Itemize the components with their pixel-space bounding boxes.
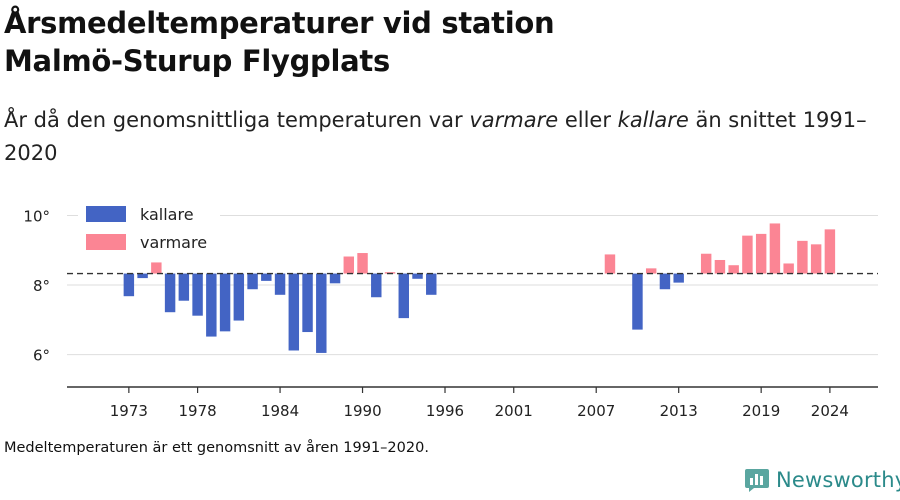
y-tick-label: 10°: [23, 207, 50, 225]
newsworthy-logo-icon: [745, 469, 769, 492]
bar-1984: [274, 273, 286, 295]
bar-1973: [123, 273, 135, 297]
y-tick-label: 8°: [33, 277, 50, 295]
bar-2015: [700, 253, 712, 274]
bar-2013: [673, 273, 684, 283]
bar-2023: [810, 244, 822, 274]
legend: kallare varmare: [78, 198, 220, 260]
brand: Newsworthy: [744, 467, 900, 493]
subtitle-warm: varmare: [469, 108, 559, 132]
bar-1991: [371, 273, 382, 298]
x-tick-label: 2019: [742, 402, 780, 420]
bar-1981: [233, 273, 245, 321]
bar-1995: [426, 273, 437, 295]
legend-swatch-kallare: [86, 206, 126, 222]
subtitle: År då den genomsnittliga temperaturen va…: [4, 104, 884, 170]
title-line-2: Malmö-Sturup Flygplats: [4, 44, 390, 78]
subtitle-cold: kallare: [617, 108, 689, 132]
brand-name: Newsworthy: [776, 468, 900, 492]
subtitle-post: än snittet 1991–2020: [4, 108, 867, 165]
subtitle-mid: eller: [558, 108, 618, 132]
bar-1974: [137, 273, 148, 279]
bar-1977: [178, 273, 190, 301]
bar-1979: [206, 273, 217, 337]
bar-2011: [645, 268, 657, 274]
x-tick-label: 1984: [261, 402, 299, 420]
bar-1975: [151, 262, 162, 274]
legend-swatch-varmare: [86, 234, 126, 250]
subtitle-pre: År då den genomsnittliga temperaturen va…: [4, 108, 470, 132]
bar-2012: [659, 273, 671, 290]
bar-1982: [247, 273, 258, 290]
x-tick-label: 2001: [495, 402, 533, 420]
y-tick-label: 6°: [33, 347, 50, 365]
legend-label-kallare: kallare: [140, 205, 194, 224]
legend-label-varmare: varmare: [140, 233, 207, 252]
x-tick-label: 1996: [426, 402, 464, 420]
x-tick-label: 1978: [178, 402, 216, 420]
bar-2008: [604, 254, 616, 274]
bar-1985: [288, 273, 300, 351]
bar-1980: [219, 273, 231, 332]
x-tick-label: 1973: [110, 402, 148, 420]
bar-1990: [357, 253, 368, 274]
page-title: Årsmedeltemperaturer vid station Malmö-S…: [4, 4, 884, 80]
bar-2016: [714, 259, 726, 274]
bar-2010: [632, 273, 643, 330]
title-line-1: Årsmedeltemperaturer vid station: [4, 6, 555, 40]
footnote: Medeltemperaturen är ett genomsnitt av å…: [4, 440, 429, 456]
bar-1976: [164, 273, 176, 313]
bar-1989: [343, 256, 355, 274]
bar-2018: [742, 235, 753, 274]
bar-2017: [728, 265, 739, 274]
x-tick-label: 2007: [577, 402, 615, 420]
bar-2019: [755, 233, 767, 274]
bar-2020: [769, 223, 781, 274]
bar-2022: [797, 240, 808, 274]
bar-1986: [302, 273, 313, 333]
bar-2024: [824, 229, 836, 274]
bar-2021: [783, 263, 794, 274]
x-tick-label: 1990: [343, 402, 381, 420]
x-tick-label: 2024: [811, 402, 849, 420]
bars: [123, 223, 836, 353]
x-axis-ticks: 1973 1978 1984 1990 1996 2001 2007 2013 2019 2024: [110, 387, 849, 420]
bar-1993: [398, 273, 409, 319]
x-tick-label: 2013: [660, 402, 698, 420]
bar-1978: [192, 273, 203, 316]
bar-1988: [329, 273, 341, 284]
bar-1994: [412, 273, 423, 279]
y-tick-labels: 6° 8° 10°: [23, 207, 50, 364]
bar-1987: [316, 273, 327, 353]
bar-1983: [261, 273, 272, 281]
